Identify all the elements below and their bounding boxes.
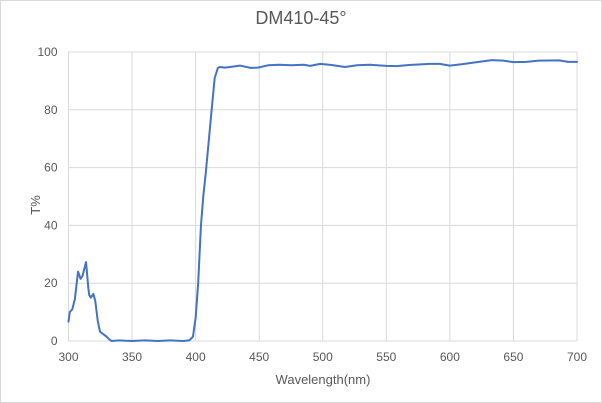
transmission-curve (67, 59, 578, 342)
y-tick-label: 40 (44, 218, 58, 232)
x-axis-label: Wavelength(nm) (276, 372, 371, 387)
x-tick-label: 500 (313, 350, 333, 364)
y-tick-label: 80 (44, 103, 58, 117)
y-axis-label: T% (28, 195, 43, 215)
x-tick-label: 400 (186, 350, 206, 364)
y-tick-label: 20 (44, 276, 58, 290)
y-tick-label: 100 (37, 45, 57, 59)
y-tick-label: 60 (44, 161, 58, 175)
x-tick-label: 350 (122, 350, 142, 364)
y-tick-label: 0 (51, 334, 58, 348)
x-axis-ticks: 300 350 400 450 500 550 600 650 700 (58, 350, 587, 364)
y-axis-ticks: 0 20 40 60 80 100 (37, 45, 57, 348)
chart-title: DM410-45° (255, 8, 347, 28)
x-tick-label: 300 (58, 350, 78, 364)
x-tick-label: 550 (376, 350, 396, 364)
x-tick-label: 650 (503, 350, 523, 364)
x-tick-label: 600 (440, 350, 460, 364)
grid-lines (68, 51, 578, 342)
x-tick-label: 450 (249, 350, 269, 364)
x-tick-label: 700 (567, 350, 587, 364)
